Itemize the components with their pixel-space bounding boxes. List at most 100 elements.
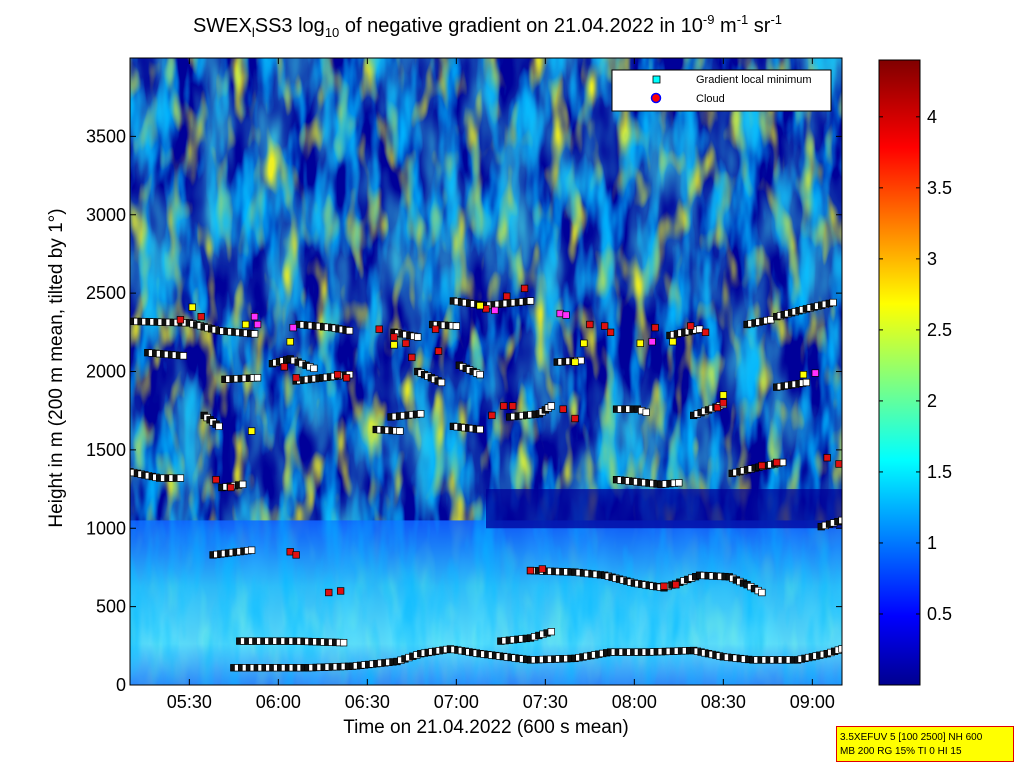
- colorbar-ticks: 0.5 1 1.5 2 2.5 3 3.5 4: [879, 107, 952, 624]
- legend-label-gradient-minimum: Gradient local minimum: [696, 74, 812, 86]
- y-tick-label: 3000: [86, 205, 126, 225]
- cloud-marker: [488, 411, 496, 420]
- gradient-minimum-marker: [476, 370, 484, 379]
- legend-box: [611, 69, 832, 112]
- heatmap-texture-yellow: [130, 58, 842, 403]
- cloud-marker: [773, 458, 781, 467]
- colorbar-tick-label: 1: [927, 533, 937, 553]
- cloud-marker: [390, 333, 398, 341]
- x-tick-label: 09:00: [790, 692, 835, 712]
- cloud-marker: [601, 322, 609, 330]
- intensity-marker-magenta: [289, 323, 297, 332]
- info-line-2: MB 200 RG 15% TI 0 HI 15: [840, 746, 962, 757]
- cloud-marker: [672, 581, 680, 589]
- y-tick-label: 3500: [86, 126, 126, 146]
- colorbar-scale: [878, 59, 921, 686]
- gradient-minimum-marker: [339, 639, 348, 647]
- intensity-marker-yellow: [390, 341, 398, 349]
- cloud-marker: [212, 476, 220, 484]
- colorbar-tick-label: 3.5: [927, 178, 952, 198]
- cloud-marker: [660, 582, 668, 590]
- cloud-marker: [500, 402, 508, 410]
- cloud-marker: [197, 312, 205, 321]
- cloud-marker: [701, 328, 710, 336]
- cloud-marker: [586, 320, 594, 329]
- chart-title: SWEXlSS3 log10 of negative gradient on 2…: [192, 12, 783, 40]
- cloud-marker: [334, 370, 342, 379]
- gradient-minimum-marker: [838, 645, 842, 653]
- gradient-minimum-marker: [250, 330, 259, 338]
- legend-marker-cloud: [650, 92, 662, 104]
- colorbar-tick-label: 2: [927, 391, 937, 411]
- cloud-marker: [375, 325, 383, 333]
- gradient-minimum-marker: [247, 546, 256, 554]
- cloud-marker: [402, 339, 410, 347]
- y-tick-label: 500: [96, 597, 126, 617]
- gradient-minimum-marker: [310, 364, 318, 373]
- intensity-marker-yellow: [719, 391, 727, 399]
- x-axis: 05:30 06:00 06:30 07:00 07:30 08:00 08:30 09:00: [167, 58, 835, 712]
- y-tick-label: 0: [116, 675, 126, 695]
- intensity-marker-yellow: [669, 338, 677, 346]
- cloud-marker: [292, 374, 300, 382]
- intensity-marker-yellow: [247, 427, 256, 435]
- cloud-marker: [606, 328, 615, 336]
- gradient-minimum-marker: [547, 402, 555, 410]
- gradient-minimum-marker: [396, 427, 404, 435]
- colorbar-tick-label: 2.5: [927, 320, 952, 340]
- cloud-marker: [713, 403, 722, 412]
- intensity-marker-magenta: [250, 312, 259, 321]
- cloud-marker: [434, 347, 443, 355]
- intensity-marker-yellow: [636, 339, 644, 347]
- x-tick-label: 07:30: [523, 692, 568, 712]
- x-tick-label: 05:30: [167, 692, 212, 712]
- gradient-minimum-marker: [802, 378, 811, 387]
- intensity-marker-yellow: [188, 303, 196, 311]
- intensity-marker-magenta: [253, 320, 262, 329]
- x-tick-label: 06:00: [256, 692, 301, 712]
- gradient-minimum-marker: [642, 408, 650, 416]
- cloud-marker: [526, 566, 535, 575]
- cloud-marker: [503, 292, 511, 300]
- cloud-marker: [325, 588, 333, 597]
- gradient-minimum-marker: [437, 378, 446, 387]
- cloud-marker: [651, 323, 659, 332]
- intensity-marker-yellow: [799, 370, 808, 379]
- y-tick-label: 2000: [86, 362, 126, 382]
- x-tick-label: 06:30: [345, 692, 390, 712]
- intensity-marker-magenta: [491, 306, 499, 315]
- heatmap-field: [130, 58, 842, 685]
- x-tick-label: 08:00: [612, 692, 657, 712]
- legend-label-cloud: Cloud: [696, 93, 725, 105]
- intensity-marker-yellow: [571, 358, 579, 366]
- gradient-minimum-marker: [179, 352, 188, 360]
- x-tick-label: 07:00: [434, 692, 479, 712]
- heatmap-dark-band: [486, 489, 842, 529]
- colorbar-tick-label: 3: [927, 249, 937, 269]
- y-tick-label: 1500: [86, 440, 126, 460]
- gradient-minimum-marker: [452, 322, 460, 330]
- y-axis: 0 500 1000 1500 2000 2500 3000 3500: [86, 126, 842, 695]
- y-tick-label: 1000: [86, 518, 126, 538]
- cloud-marker: [176, 316, 185, 324]
- gradient-minimum-marker: [547, 628, 555, 636]
- cloud-marker: [835, 460, 842, 468]
- legend-marker-gradient-minimum: [652, 75, 661, 84]
- marker-layer: [130, 284, 842, 672]
- legend: Gradient local minimum Cloud: [611, 69, 832, 112]
- gradient-minimum-marker: [345, 327, 354, 335]
- cloud-marker: [571, 414, 579, 423]
- x-tick-label: 08:30: [701, 692, 746, 712]
- gradient-minimum-marker: [414, 333, 422, 341]
- info-line-1: 3.5XEFUV 5 [100 2500] NH 600: [840, 732, 983, 743]
- gradient-minimum-marker: [239, 480, 247, 489]
- cloud-marker: [520, 284, 529, 293]
- y-tick-label: 2500: [86, 283, 126, 303]
- intensity-marker-magenta: [562, 311, 570, 319]
- gradient-minimum-marker: [476, 425, 484, 434]
- intensity-marker-yellow: [476, 302, 484, 310]
- gradient-minimum-marker: [675, 479, 683, 487]
- gradient-minimum-marker: [176, 474, 185, 482]
- gradient-minimum-marker: [526, 297, 535, 305]
